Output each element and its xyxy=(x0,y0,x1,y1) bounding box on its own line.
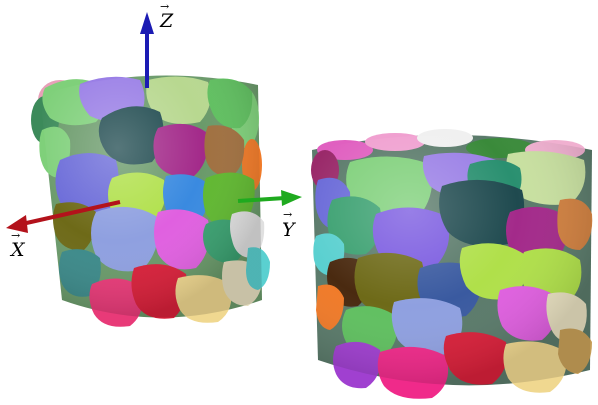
y-vector-mark: → xyxy=(283,208,292,221)
z-axis-label-group: → Z xyxy=(159,0,174,32)
left-cylinder-shading xyxy=(40,75,262,318)
x-axis-label-group: → X xyxy=(9,229,26,261)
x-vector-mark: → xyxy=(11,229,20,242)
left-cylinder-packing xyxy=(31,75,270,327)
x-axis-label: X xyxy=(9,239,26,261)
z-axis xyxy=(140,12,154,88)
x-axis xyxy=(6,200,121,233)
y-axis-label: Y xyxy=(282,219,297,241)
y-axis-label-group: → Y xyxy=(282,208,297,241)
y-axis xyxy=(237,190,302,206)
right-cylinder-shading xyxy=(312,135,592,386)
right-cylinder-packing xyxy=(311,129,593,399)
z-axis-label: Z xyxy=(159,10,174,32)
z-vector-mark: → xyxy=(160,0,169,13)
